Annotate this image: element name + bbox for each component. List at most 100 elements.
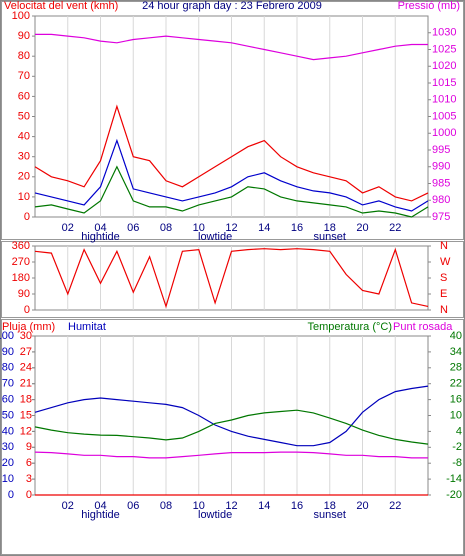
- y-tick-label: 100: [0, 330, 14, 342]
- y-tick-label: 30: [20, 330, 32, 342]
- y-tick-label: 24: [20, 362, 32, 374]
- y-tick-label: 985: [432, 177, 450, 189]
- y-tick-label: 10: [450, 409, 462, 421]
- y-tick-label: 40: [18, 131, 30, 143]
- y-tick-label: -2: [452, 441, 462, 453]
- y-tick-label: 0: [24, 304, 30, 316]
- annotation: sunset: [314, 231, 346, 243]
- y-tick-label: 50: [2, 409, 14, 421]
- y-tick-label: 1010: [432, 94, 456, 106]
- y-tick-label: -14: [446, 473, 462, 485]
- x-tick-label: 16: [291, 500, 303, 512]
- y-tick-label: 80: [18, 50, 30, 62]
- annotation: lowtide: [198, 509, 232, 521]
- x-tick-label: 06: [127, 222, 139, 234]
- x-tick-label: 22: [389, 222, 401, 234]
- axis-title: Velocitat del vent (kmh): [4, 0, 118, 12]
- y-tick-label: 1020: [432, 60, 456, 72]
- x-tick-label: 18: [324, 222, 336, 234]
- legend-entry: Pluja (mm): [2, 321, 55, 333]
- legend-entry: Temperatura (°C): [308, 321, 392, 333]
- legend-entry: Punt rosada: [393, 321, 453, 333]
- y-tick-label: -20: [446, 489, 462, 501]
- y-tick-label: 6: [26, 457, 32, 469]
- y-tick-label: N: [440, 304, 448, 316]
- x-tick-label: 08: [160, 222, 172, 234]
- annotation: lowtide: [198, 231, 232, 243]
- x-tick-label: 20: [356, 222, 368, 234]
- y-tick-label: 90: [2, 346, 14, 358]
- x-tick-label: 12: [225, 500, 237, 512]
- y-tick-label: 22: [450, 378, 462, 390]
- y-tick-label: 80: [2, 362, 14, 374]
- y-tick-label: 9: [26, 441, 32, 453]
- annotation: hightide: [81, 231, 120, 243]
- y-tick-label: 1030: [432, 27, 456, 39]
- y-tick-label: 3: [26, 473, 32, 485]
- y-tick-label: 0: [8, 489, 14, 501]
- x-tick-label: 12: [225, 222, 237, 234]
- y-tick-label: 1015: [432, 77, 456, 89]
- y-tick-label: 60: [2, 394, 14, 406]
- y-tick-label: 1000: [432, 127, 456, 139]
- data-line: [34, 385, 429, 447]
- y-tick-label: 90: [18, 288, 30, 300]
- y-tick-label: N: [440, 240, 448, 252]
- y-tick-label: 975: [432, 211, 450, 223]
- y-tick-label: 180: [12, 272, 30, 284]
- x-tick-label: 22: [389, 500, 401, 512]
- chart-title: 24 hour graph day : 23 Febrero 2009: [142, 0, 322, 12]
- x-tick-label: 14: [258, 500, 270, 512]
- y-tick-label: 10: [18, 191, 30, 203]
- y-tick-label: 40: [2, 425, 14, 437]
- x-tick-label: 04: [94, 222, 106, 234]
- x-tick-label: 16: [291, 222, 303, 234]
- y-tick-label: 4: [456, 425, 462, 437]
- x-tick-label: 10: [193, 500, 205, 512]
- y-tick-label: 16: [450, 394, 462, 406]
- x-tick-label: 02: [62, 500, 74, 512]
- y-tick-label: 100: [12, 10, 30, 22]
- data-line: [34, 138, 429, 212]
- x-tick-label: 08: [160, 500, 172, 512]
- y-tick-label: 360: [12, 240, 30, 252]
- y-tick-label: 0: [24, 211, 30, 223]
- y-tick-label: S: [440, 272, 447, 284]
- y-tick-label: 10: [2, 473, 14, 485]
- y-tick-label: W: [440, 256, 451, 268]
- y-tick-label: 70: [18, 70, 30, 82]
- panel-frame: [1, 319, 464, 555]
- y-tick-label: 15: [20, 409, 32, 421]
- y-tick-label: 50: [18, 110, 30, 122]
- y-tick-label: 980: [432, 194, 450, 206]
- y-tick-label: 34: [450, 346, 462, 358]
- y-tick-label: 30: [18, 151, 30, 163]
- legend-entry: Pressió (mb): [398, 0, 460, 12]
- data-line: [34, 104, 429, 202]
- y-tick-label: E: [440, 288, 447, 300]
- x-tick-label: 02: [62, 222, 74, 234]
- annotation: sunset: [314, 509, 346, 521]
- x-tick-label: 06: [127, 500, 139, 512]
- y-tick-label: -8: [452, 457, 462, 469]
- x-tick-label: 04: [94, 500, 106, 512]
- y-tick-label: 60: [18, 90, 30, 102]
- y-tick-label: 1005: [432, 110, 456, 122]
- y-tick-label: 21: [20, 378, 32, 390]
- y-tick-label: 40: [450, 330, 462, 342]
- x-tick-label: 10: [193, 222, 205, 234]
- y-tick-label: 18: [20, 394, 32, 406]
- panel-frame: [1, 1, 464, 240]
- x-tick-label: 14: [258, 222, 270, 234]
- data-line: [34, 451, 428, 459]
- y-tick-label: 28: [450, 362, 462, 374]
- y-tick-label: 270: [12, 256, 30, 268]
- data-line: [34, 409, 429, 445]
- y-tick-label: 12: [20, 425, 32, 437]
- data-line: [35, 33, 428, 61]
- legend-entry: Humitat: [68, 321, 106, 333]
- y-tick-label: 70: [2, 378, 14, 390]
- x-tick-label: 18: [324, 500, 336, 512]
- y-tick-label: 990: [432, 161, 450, 173]
